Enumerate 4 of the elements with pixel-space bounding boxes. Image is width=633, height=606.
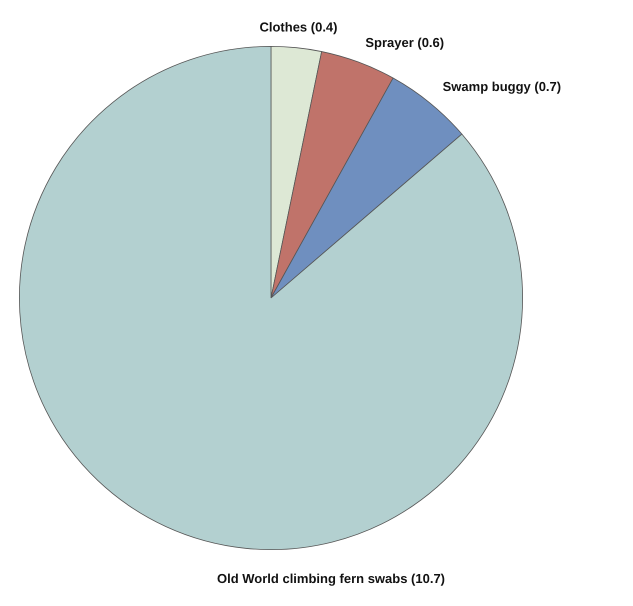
slice-label: Clothes (0.4) bbox=[259, 19, 338, 34]
slice-label: Sprayer (0.6) bbox=[365, 34, 444, 50]
slice-label: Swamp buggy (0.7) bbox=[442, 79, 562, 94]
slice-label: Old World climbing fern swabs (10.7) bbox=[216, 571, 446, 586]
